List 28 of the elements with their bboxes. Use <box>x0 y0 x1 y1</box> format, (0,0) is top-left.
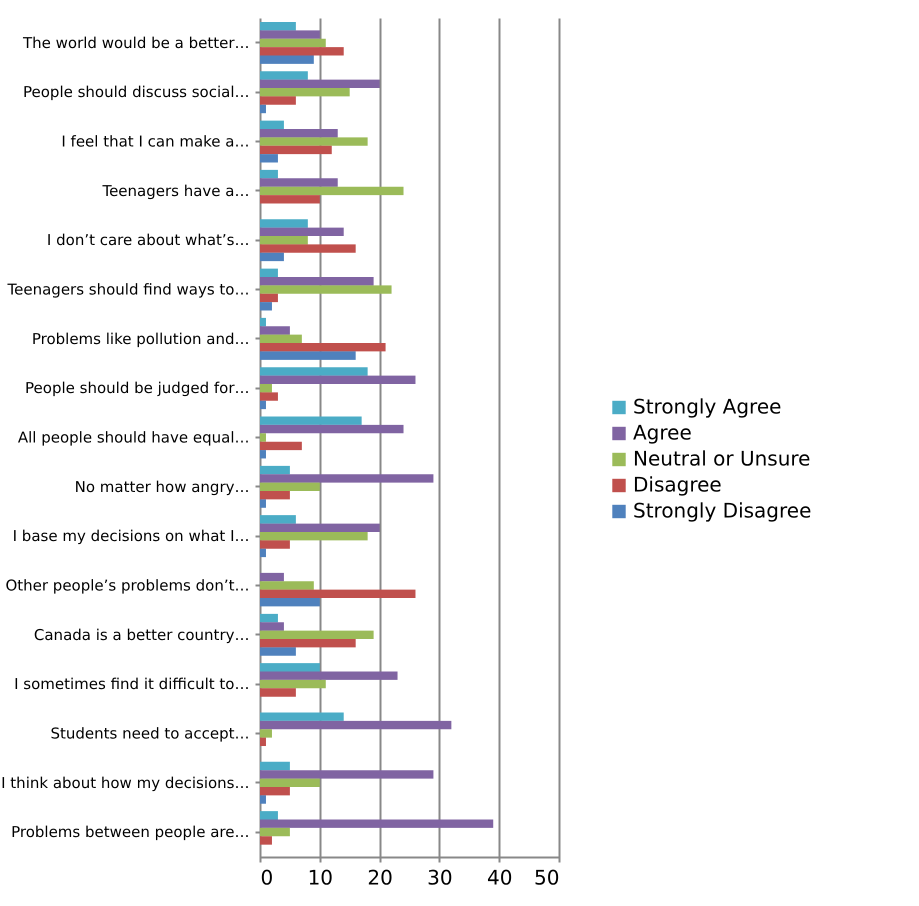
y-tick-label: Teenagers have a… <box>101 182 250 200</box>
y-tick-label: I base my decisions on what I… <box>12 527 250 546</box>
y-tick-label: I don’t care about what’s… <box>46 231 250 250</box>
x-tick-label: 30 <box>427 866 453 890</box>
x-tick-label: 10 <box>308 866 334 890</box>
y-tick-label: I think about how my decisions… <box>1 774 250 792</box>
y-tick-label: The world would be a better… <box>22 34 250 52</box>
y-tick-label: I feel that I can make a… <box>61 132 250 151</box>
y-tick-label: Teenagers should find ways to… <box>6 280 250 299</box>
y-tick-label: Problems between people are… <box>11 823 250 842</box>
x-tick-label: 20 <box>367 866 393 890</box>
x-tick-label: 40 <box>486 866 512 890</box>
y-tick-label: Other people’s problems don’t… <box>5 576 250 594</box>
y-tick-label: People should be judged for… <box>25 379 250 398</box>
y-tick-label: I sometimes find it difficult to… <box>14 675 250 694</box>
legend-label: Agree <box>633 420 692 444</box>
y-tick-label: Problems like pollution and… <box>32 330 250 348</box>
legend-label: Strongly Agree <box>633 394 782 418</box>
legend-label: Strongly Disagree <box>633 498 812 522</box>
x-tick-label: 50 <box>534 866 560 890</box>
y-tick-label: Students need to accept… <box>50 724 250 742</box>
legend-label: Disagree <box>633 472 722 496</box>
x-tick-label: 0 <box>260 866 274 890</box>
y-tick-label: No matter how angry… <box>74 478 250 496</box>
y-tick-label: People should discuss social… <box>23 83 250 102</box>
y-tick-label: Canada is a better country… <box>34 626 250 644</box>
y-tick-label: All people should have equal… <box>18 428 250 446</box>
legend-label: Neutral or Unsure <box>633 446 810 470</box>
